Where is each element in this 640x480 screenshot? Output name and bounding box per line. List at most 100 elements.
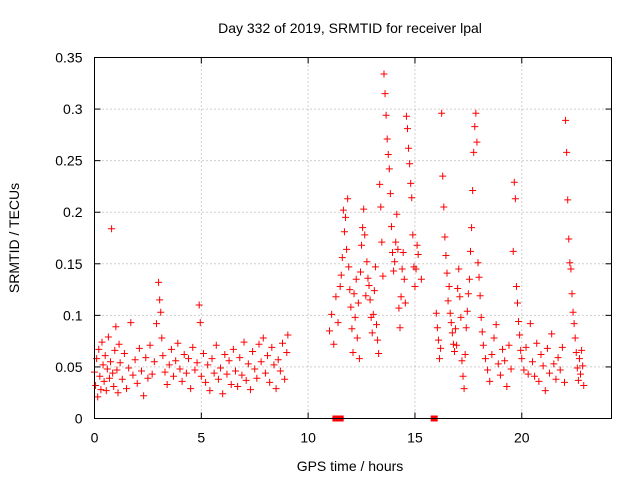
data-point bbox=[543, 344, 551, 352]
data-point bbox=[501, 357, 509, 365]
data-point bbox=[541, 387, 549, 395]
data-point bbox=[490, 334, 498, 342]
x-axis-label: GPS time / hours bbox=[297, 458, 404, 474]
data-point bbox=[488, 351, 496, 359]
data-point bbox=[249, 347, 257, 355]
data-point bbox=[574, 376, 582, 384]
data-point bbox=[510, 178, 518, 186]
data-point bbox=[152, 320, 160, 328]
data-point bbox=[116, 359, 124, 367]
data-point bbox=[450, 347, 458, 355]
data-point bbox=[365, 281, 373, 289]
data-point bbox=[398, 265, 406, 273]
data-point bbox=[578, 346, 586, 354]
data-point bbox=[259, 334, 267, 342]
data-point bbox=[478, 328, 486, 336]
data-point bbox=[503, 383, 511, 391]
data-point bbox=[477, 313, 485, 321]
data-point bbox=[434, 336, 442, 344]
data-point bbox=[518, 355, 526, 363]
data-point bbox=[392, 238, 400, 246]
data-point bbox=[208, 355, 216, 363]
data-point bbox=[125, 364, 133, 372]
data-point bbox=[374, 336, 382, 344]
data-point bbox=[109, 369, 117, 377]
data-point bbox=[102, 387, 110, 395]
data-point bbox=[572, 348, 580, 356]
chart-title: Day 332 of 2019, SRMTID for receiver lpa… bbox=[218, 20, 482, 36]
data-point bbox=[337, 271, 345, 279]
data-point bbox=[387, 223, 395, 231]
data-point bbox=[400, 275, 408, 283]
data-point bbox=[439, 172, 447, 180]
data-point bbox=[449, 340, 457, 348]
data-point bbox=[342, 213, 350, 221]
data-point bbox=[406, 160, 414, 168]
data-point bbox=[187, 385, 195, 393]
y-tick-label: 0.05 bbox=[55, 359, 82, 375]
data-point bbox=[401, 299, 409, 307]
data-point bbox=[101, 352, 109, 360]
data-point bbox=[462, 324, 470, 332]
data-point bbox=[283, 348, 291, 356]
data-point bbox=[385, 165, 393, 173]
y-tick-label: 0.15 bbox=[55, 256, 82, 272]
data-point bbox=[432, 309, 440, 317]
data-point bbox=[383, 135, 391, 143]
data-point bbox=[348, 325, 356, 333]
data-point bbox=[150, 358, 158, 366]
data-point bbox=[444, 297, 452, 305]
data-point bbox=[159, 352, 167, 360]
data-point bbox=[446, 309, 454, 317]
data-point bbox=[369, 310, 377, 318]
data-point bbox=[328, 310, 336, 318]
data-point bbox=[433, 324, 441, 332]
data-point bbox=[562, 116, 570, 124]
data-point bbox=[362, 292, 370, 300]
data-point bbox=[347, 303, 355, 311]
data-point bbox=[339, 206, 347, 214]
data-point bbox=[165, 361, 173, 369]
data-point bbox=[120, 350, 128, 358]
data-point bbox=[409, 231, 417, 239]
data-point bbox=[123, 385, 131, 393]
data-point bbox=[412, 265, 420, 273]
data-point bbox=[474, 259, 482, 267]
data-point bbox=[370, 287, 378, 295]
y-tick-label: 0.3 bbox=[63, 101, 83, 117]
data-point bbox=[465, 275, 473, 283]
data-point bbox=[580, 381, 588, 389]
data-point bbox=[242, 376, 250, 384]
data-point bbox=[284, 331, 292, 339]
data-point bbox=[515, 318, 523, 326]
data-point bbox=[476, 292, 484, 300]
data-point bbox=[115, 340, 123, 348]
data-point bbox=[441, 233, 449, 241]
data-point bbox=[195, 301, 203, 309]
data-point bbox=[96, 372, 104, 380]
data-point bbox=[467, 247, 474, 255]
data-point bbox=[268, 343, 276, 351]
data-point bbox=[180, 351, 188, 359]
data-point bbox=[384, 150, 392, 158]
data-point bbox=[457, 313, 465, 321]
data-point bbox=[573, 364, 581, 372]
data-point bbox=[472, 109, 480, 117]
data-point bbox=[378, 238, 386, 246]
data-point bbox=[193, 359, 201, 367]
data-point bbox=[528, 358, 536, 366]
data-point bbox=[455, 265, 463, 273]
data-point bbox=[361, 231, 369, 239]
data-point bbox=[554, 354, 562, 362]
data-point bbox=[133, 379, 141, 387]
data-point bbox=[158, 334, 166, 342]
data-point bbox=[526, 320, 534, 328]
data-point bbox=[172, 357, 180, 365]
data-point bbox=[452, 325, 460, 333]
data-point bbox=[356, 268, 364, 276]
data-point bbox=[227, 380, 235, 388]
data-point bbox=[537, 351, 545, 359]
data-point bbox=[389, 248, 397, 256]
data-point bbox=[189, 343, 197, 351]
